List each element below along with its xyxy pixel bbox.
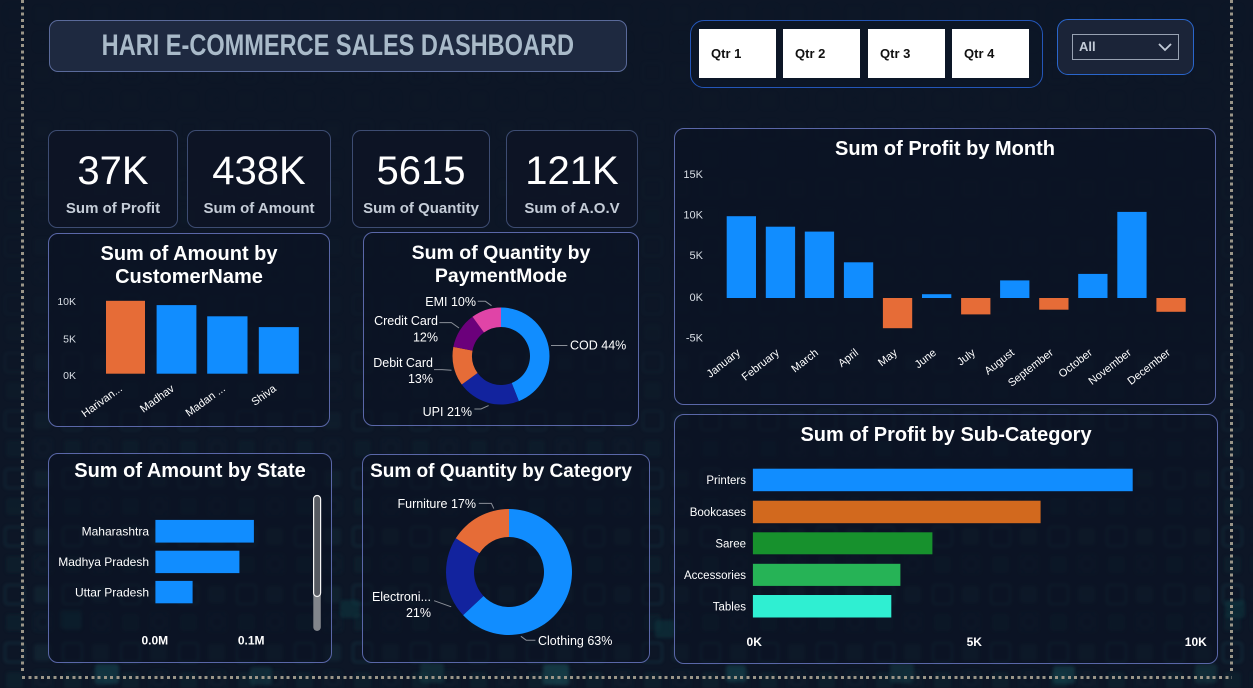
svg-text:12%: 12% [413, 331, 438, 345]
svg-text:Sum of Profit by Month: Sum of Profit by Month [835, 138, 1055, 160]
svg-text:August: August [982, 347, 1016, 378]
svg-text:Debit Card: Debit Card [373, 356, 433, 370]
svg-text:Madan ...: Madan ... [184, 383, 228, 420]
svg-text:Maharashtra: Maharashtra [82, 525, 150, 539]
svg-text:Madhya Pradesh: Madhya Pradesh [58, 555, 149, 569]
svg-text:PaymentMode: PaymentMode [435, 265, 567, 287]
svg-text:Saree: Saree [715, 539, 746, 551]
svg-text:December: December [1125, 347, 1173, 388]
svg-text:July: July [955, 347, 978, 369]
svg-text:10K: 10K [57, 296, 76, 308]
svg-text:Sum of Amount by: Sum of Amount by [100, 243, 278, 265]
svg-text:CustomerName: CustomerName [115, 266, 263, 288]
svg-text:Shiva: Shiva [249, 382, 279, 408]
svg-text:0.0M: 0.0M [141, 634, 168, 648]
svg-text:-5K: -5K [686, 333, 704, 345]
svg-text:5K: 5K [63, 334, 76, 346]
svg-text:Tables: Tables [713, 602, 746, 614]
svg-text:Uttar Pradesh: Uttar Pradesh [75, 586, 149, 600]
svg-text:Accessories: Accessories [684, 570, 746, 582]
svg-text:0K: 0K [690, 292, 704, 304]
svg-text:January: January [705, 347, 744, 381]
svg-text:0K: 0K [747, 635, 763, 649]
svg-text:13%: 13% [408, 372, 433, 386]
svg-text:Sum of Profit by Sub-Category: Sum of Profit by Sub-Category [800, 424, 1092, 446]
svg-text:Madhav: Madhav [138, 382, 177, 415]
svg-text:15K: 15K [683, 169, 703, 181]
svg-text:March: March [789, 347, 820, 375]
svg-text:Credit Card: Credit Card [374, 314, 438, 328]
svg-text:May: May [876, 347, 900, 370]
svg-text:Printers: Printers [706, 475, 746, 487]
svg-text:COD 44%: COD 44% [570, 339, 626, 353]
svg-text:Electroni...: Electroni... [372, 590, 431, 604]
svg-text:Furniture 17%: Furniture 17% [397, 497, 476, 511]
svg-text:Sum of Quantity by: Sum of Quantity by [412, 242, 591, 264]
svg-text:0K: 0K [63, 370, 76, 382]
svg-text:Sum of Quantity by Category: Sum of Quantity by Category [370, 461, 632, 482]
svg-text:Clothing 63%: Clothing 63% [538, 634, 612, 648]
svg-text:5K: 5K [690, 250, 704, 262]
svg-text:Sum of Amount by State: Sum of Amount by State [74, 460, 305, 482]
svg-text:June: June [913, 347, 939, 371]
svg-text:0.1M: 0.1M [238, 634, 265, 648]
svg-text:5K: 5K [967, 635, 983, 649]
svg-text:Harivan...: Harivan... [80, 383, 125, 420]
svg-text:February: February [740, 347, 782, 384]
svg-text:April: April [836, 347, 861, 370]
svg-text:21%: 21% [406, 606, 431, 620]
svg-text:UPI 21%: UPI 21% [423, 405, 472, 419]
svg-text:10K: 10K [1185, 635, 1207, 649]
svg-text:EMI 10%: EMI 10% [425, 295, 476, 309]
svg-text:Bookcases: Bookcases [690, 507, 747, 519]
svg-text:10K: 10K [683, 209, 703, 221]
